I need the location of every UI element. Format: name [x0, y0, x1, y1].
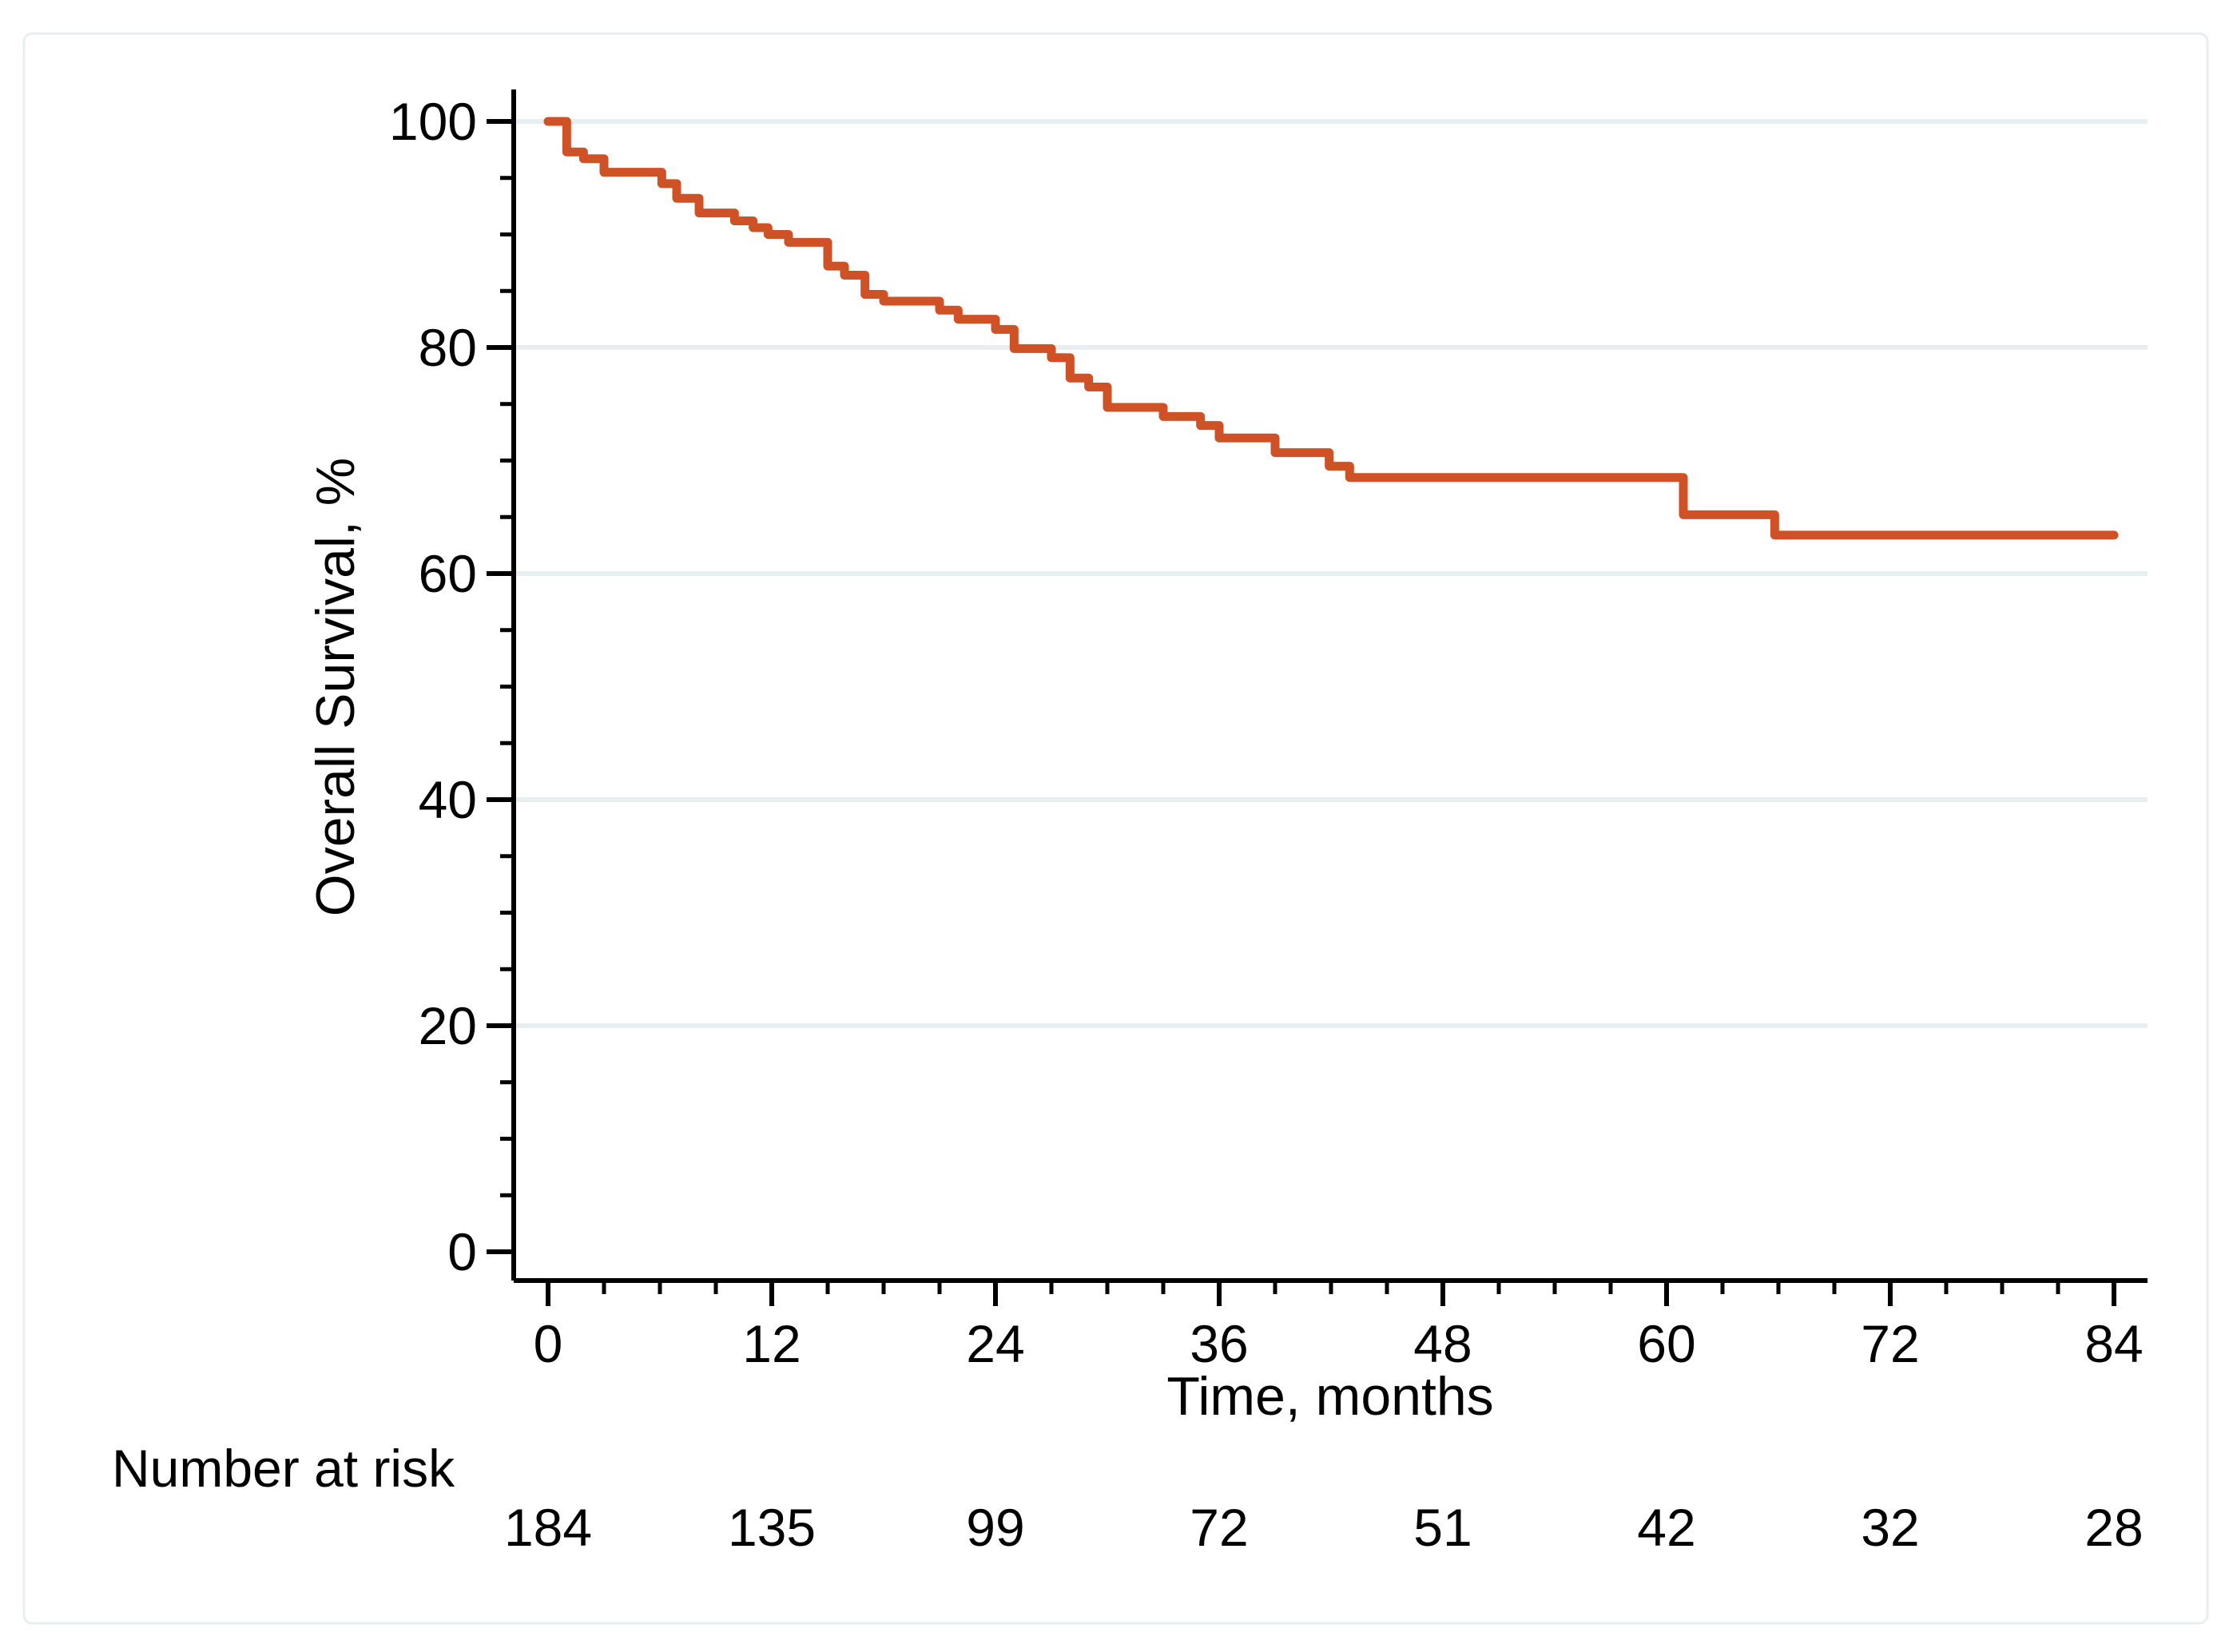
x-tick-label-48: 48	[1413, 1314, 1472, 1373]
x-tick-labels: 0 12 24 36 48 60 72 84	[534, 1314, 2144, 1373]
y-tick-label-100: 100	[389, 92, 477, 151]
card-border	[22, 32, 2209, 1625]
risk-table-label: Number at risk	[112, 1439, 455, 1498]
x-ticks	[546, 1281, 2116, 1306]
risk-count-0: 184	[504, 1498, 592, 1557]
y-tick-label-0: 0	[447, 1222, 477, 1281]
x-tick-label-36: 36	[1190, 1314, 1248, 1373]
x-tick-label-84: 84	[2084, 1314, 2143, 1373]
x-axis-title: Time, months	[1166, 1366, 1493, 1427]
km-curve	[543, 117, 2119, 540]
risk-count-36: 72	[1190, 1498, 1248, 1557]
y-axis-title: Overall Survival, %	[305, 458, 366, 916]
risk-count-12: 135	[728, 1498, 816, 1557]
risk-count-72: 32	[1861, 1498, 1919, 1557]
gridlines	[516, 119, 2148, 1028]
risk-count-84: 28	[2084, 1498, 2143, 1557]
y-tick-labels: 0 20 40 60 80 100	[389, 92, 477, 1281]
risk-count-24: 99	[966, 1498, 1024, 1557]
x-tick-label-60: 60	[1637, 1314, 1695, 1373]
y-tick-label-80: 80	[419, 318, 477, 377]
risk-count-60: 42	[1637, 1498, 1695, 1557]
y-tick-label-20: 20	[419, 996, 477, 1055]
risk-counts: 184 135 99 72 51 42 32 28	[504, 1498, 2144, 1557]
x-tick-label-12: 12	[742, 1314, 801, 1373]
y-tick-label-60: 60	[419, 544, 477, 603]
x-tick-label-72: 72	[1861, 1314, 1919, 1373]
x-tick-label-24: 24	[966, 1314, 1024, 1373]
risk-table: Number at risk 184 135 99 72 51 42 32 28	[112, 1439, 2144, 1557]
y-tick-label-40: 40	[419, 770, 477, 829]
risk-count-48: 51	[1413, 1498, 1472, 1557]
y-ticks	[487, 119, 514, 1254]
x-tick-label-0: 0	[534, 1314, 563, 1373]
